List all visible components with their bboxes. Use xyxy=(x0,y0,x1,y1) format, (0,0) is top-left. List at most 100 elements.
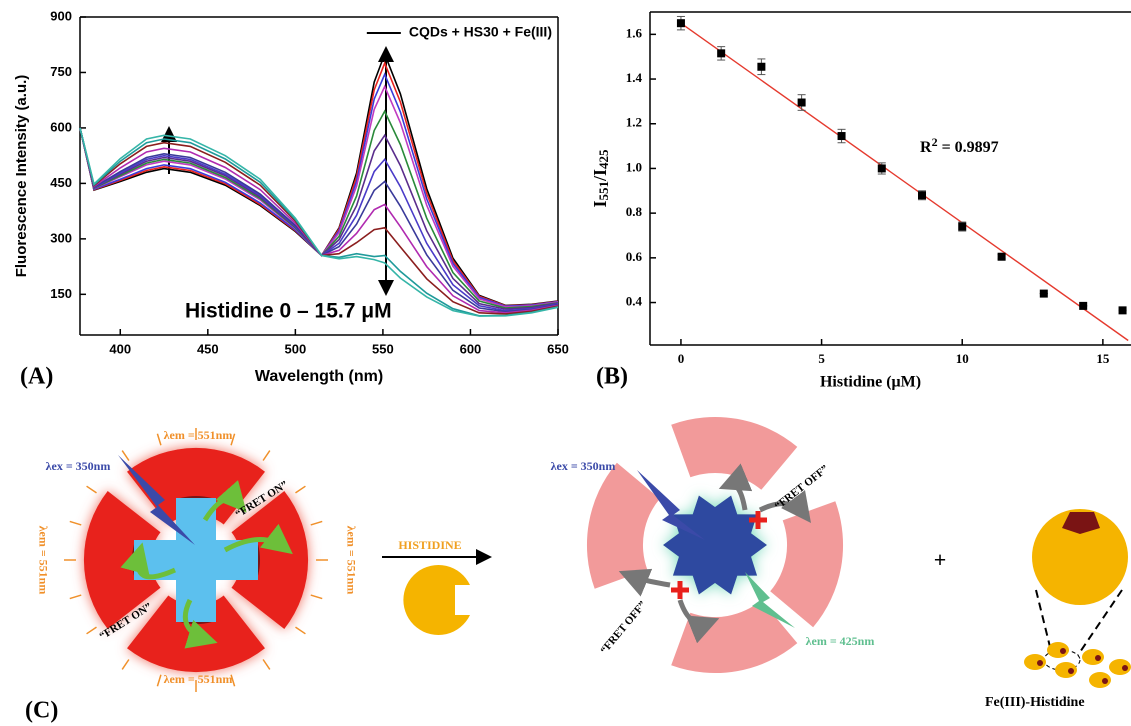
complex-small xyxy=(1082,649,1104,665)
spectrum-line xyxy=(79,51,559,307)
x-tick-label: 15 xyxy=(1096,351,1110,366)
emission-ray xyxy=(230,674,236,687)
annotation-part: = 0.9897 xyxy=(938,139,999,156)
iron-site-small xyxy=(1037,660,1043,666)
histidine-icon xyxy=(403,564,470,635)
emission-ray xyxy=(121,659,130,670)
emission-ray xyxy=(310,594,323,600)
spectrum-line xyxy=(79,72,559,308)
y-tick-label: 1.0 xyxy=(626,159,642,174)
x-tick-label: 550 xyxy=(372,341,394,356)
y-tick-label: 0.8 xyxy=(626,204,643,219)
excitation-bolt xyxy=(637,470,705,540)
data-point xyxy=(1118,306,1127,315)
transfer-arrow xyxy=(223,523,293,555)
y-tick-label: 300 xyxy=(50,230,72,245)
x-tick-label: 400 xyxy=(109,341,131,356)
excitation-bolt xyxy=(118,455,195,545)
x-tick-label: 500 xyxy=(285,341,307,356)
acceptor-wedge xyxy=(770,501,844,628)
y-tick-label: 0.6 xyxy=(626,249,643,264)
annotation-part: 2 xyxy=(932,135,938,149)
x-axis-label: Wavelength (nm) xyxy=(255,368,383,385)
y-tick-label: 0.4 xyxy=(626,294,643,309)
blocked-transfer xyxy=(718,463,753,511)
emission-ray xyxy=(295,485,306,494)
data-point xyxy=(797,98,806,107)
complex-small xyxy=(1024,654,1046,670)
x-tick-label: 5 xyxy=(818,351,825,366)
y-tick-label: 1.6 xyxy=(626,25,643,40)
excitation-label: λex = 350nm xyxy=(551,459,616,473)
blocked-transfer xyxy=(758,490,812,523)
reagent-label: HISTIDINE xyxy=(398,538,461,552)
annotation: R2 = 0.9897 xyxy=(920,135,999,156)
spectrum-line xyxy=(79,84,559,308)
emission-ray xyxy=(69,594,82,600)
excitation-label: λex = 350nm xyxy=(46,459,111,473)
emission-ray xyxy=(69,520,82,526)
data-point xyxy=(837,132,846,141)
complex-small xyxy=(1089,672,1111,688)
x-tick-label: 600 xyxy=(460,341,482,356)
emission-ray xyxy=(121,450,130,461)
y-axis-label-part: /I xyxy=(590,169,610,182)
emission-label: λem = 551nm xyxy=(164,428,233,442)
data-point xyxy=(958,222,967,231)
iron-site-small xyxy=(1095,655,1101,661)
panel-label: (A) xyxy=(20,364,53,390)
zoom-line xyxy=(1035,589,1053,656)
spectrum-line xyxy=(79,127,559,314)
iron-site xyxy=(1062,512,1100,534)
y-tick-label: 150 xyxy=(50,286,72,301)
zoom-line xyxy=(1077,589,1123,656)
complex-small xyxy=(1109,659,1131,675)
emission-bolt xyxy=(745,572,795,628)
y-tick-label: 900 xyxy=(50,8,72,23)
x-tick-label: 650 xyxy=(547,341,569,356)
emission-ray xyxy=(86,485,97,494)
emission-ray xyxy=(156,433,162,446)
transfer-arrow xyxy=(202,480,247,522)
acceptor-wedge xyxy=(586,462,660,589)
data-point xyxy=(877,164,886,173)
emission-ray xyxy=(262,450,271,461)
acceptor-wedge xyxy=(671,600,798,674)
panel-label: (B) xyxy=(596,364,628,390)
blocked-transfer xyxy=(618,568,671,597)
data-point xyxy=(757,62,766,71)
y-axis-label: I551/I425 xyxy=(590,149,611,208)
y-axis-label-part: 425 xyxy=(596,149,611,169)
iron-site-small xyxy=(1122,665,1128,671)
emission-label: λem = 551nm xyxy=(164,672,233,686)
product-label: Fe(III)-Histidine xyxy=(985,695,1085,710)
y-tick-label: 450 xyxy=(50,175,72,190)
transfer-arrow xyxy=(120,542,177,580)
legend-label: CQDs + HS30 + Fe(III) xyxy=(409,24,552,40)
annotation-part: R xyxy=(920,139,932,156)
emission-ray xyxy=(156,674,162,687)
fret-label: “FRET OFF” xyxy=(598,599,649,656)
emission-label: λem = 551nm xyxy=(344,526,358,595)
spectrum-line xyxy=(79,127,559,310)
x-tick-label: 450 xyxy=(197,341,219,356)
spectrum-line xyxy=(79,127,559,313)
emission-ray xyxy=(86,626,97,635)
plus-sign: + xyxy=(934,547,947,572)
diagram xyxy=(64,416,1131,692)
emission-label: λem = 551nm xyxy=(36,526,50,595)
y-axis-label: Fluorescence Intensity (a.u.) xyxy=(13,75,30,278)
fret-label: “FRET OFF” xyxy=(772,463,831,512)
y-axis-label-part: I xyxy=(590,201,610,208)
spectrum-line xyxy=(79,127,559,317)
x-axis-label: Histidine (μM) xyxy=(820,374,921,391)
data-point xyxy=(1039,289,1048,298)
emission-ray xyxy=(295,626,306,635)
emission-ray xyxy=(230,433,236,446)
spectrum-line xyxy=(79,127,559,312)
complex-small xyxy=(1047,642,1069,658)
y-tick-label: 600 xyxy=(50,119,72,134)
y-tick-label: 1.2 xyxy=(626,115,642,130)
